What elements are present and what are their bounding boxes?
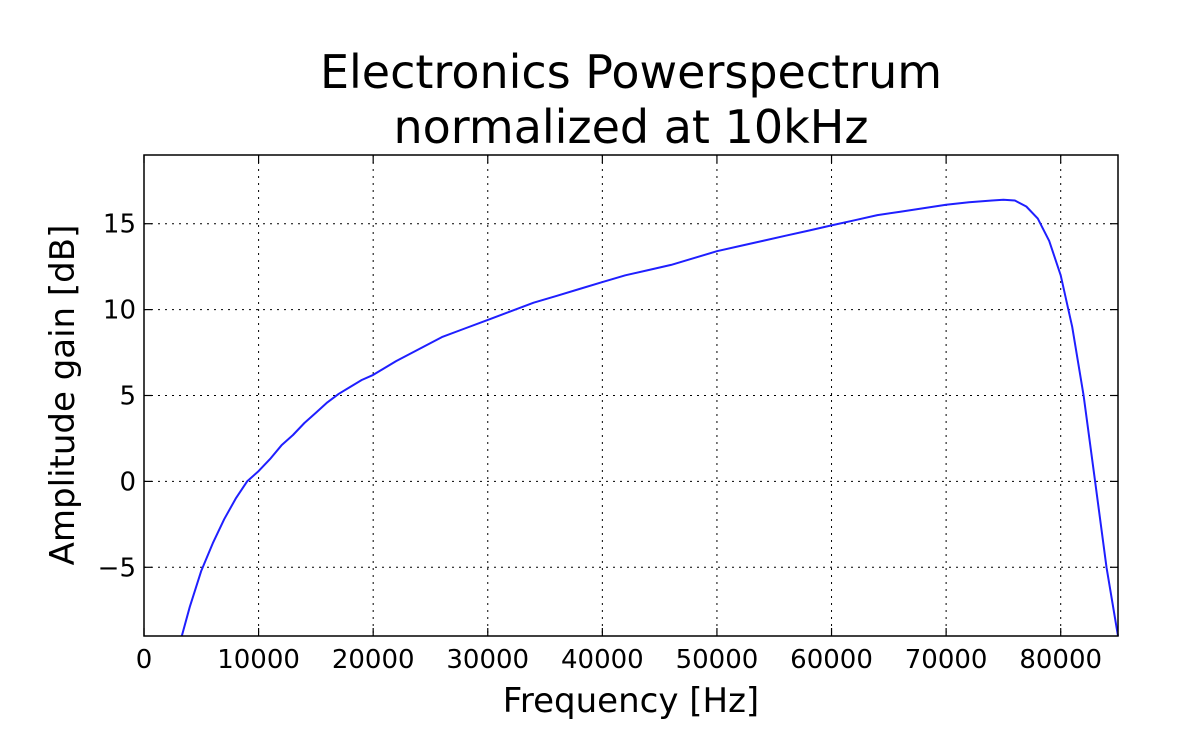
plot-frame	[143, 154, 1119, 637]
series-layer	[180, 198, 1119, 637]
y-tick-label: 5	[119, 382, 136, 412]
y-tick-label: 10	[103, 296, 136, 326]
x-tick-label: 60000	[790, 645, 873, 675]
x-tick-label: 40000	[561, 645, 644, 675]
y-tick-label: 0	[119, 467, 136, 497]
series-line	[180, 198, 1119, 637]
y-tick-label: −5	[98, 553, 136, 583]
y-axis-label: Amplitude gain [dB]	[43, 225, 83, 566]
x-axis-label: Frequency [Hz]	[503, 681, 759, 721]
x-tick-label: 30000	[446, 645, 529, 675]
x-tick-label: 50000	[676, 645, 759, 675]
grid-lines	[144, 155, 1118, 636]
x-tick-label: 80000	[1019, 645, 1102, 675]
chart-title-line-1: Electronics Powerspectrum	[320, 45, 942, 99]
y-tick-label: 15	[103, 210, 136, 240]
tick-labels: 0 10000 20000 30000 40000 50000 60000 70000 8000…	[98, 210, 1102, 675]
x-tick-label: 70000	[905, 645, 988, 675]
x-tick-label: 10000	[217, 645, 300, 675]
x-tick-label: 20000	[332, 645, 415, 675]
x-tick-label: 0	[136, 645, 153, 675]
chart-title-line-2: normalized at 10kHz	[394, 100, 869, 154]
